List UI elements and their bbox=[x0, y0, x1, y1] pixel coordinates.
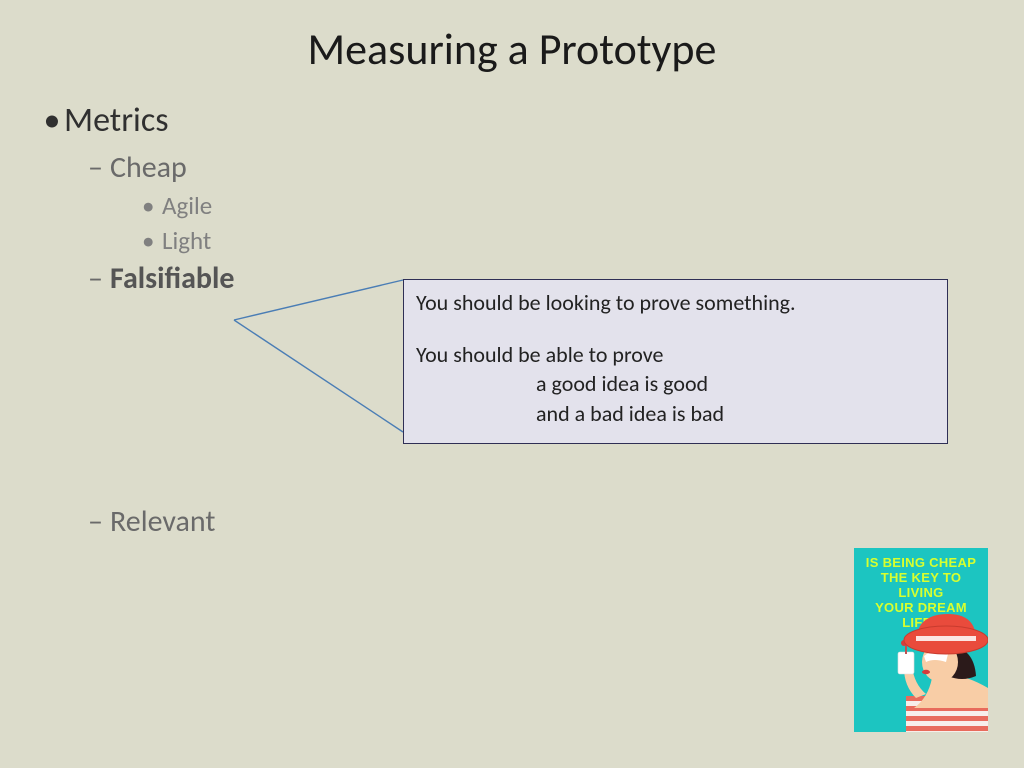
callout-box: You should be looking to prove something… bbox=[403, 279, 948, 444]
bullet-text: Relevant bbox=[110, 503, 215, 540]
bullet-marker: • bbox=[142, 190, 162, 221]
bullet-text: Metrics bbox=[64, 100, 169, 141]
callout-line1: You should be looking to prove something… bbox=[416, 288, 935, 318]
spacer bbox=[416, 318, 935, 340]
bullet-marker: • bbox=[40, 100, 64, 141]
bullet-text: Agile bbox=[162, 190, 212, 221]
bullet-agile: •Agile bbox=[142, 190, 234, 221]
poster-image: IS BEING CHEAP THE KEY TO LIVING YOUR DR… bbox=[854, 548, 988, 732]
bullet-text: Cheap bbox=[110, 149, 187, 186]
bullet-marker: – bbox=[88, 260, 110, 297]
callout-line2: You should be able to prove bbox=[416, 340, 935, 370]
spacer bbox=[40, 299, 234, 499]
bullet-cheap: –Cheap bbox=[88, 149, 234, 186]
slide-title: Measuring a Prototype bbox=[0, 0, 1024, 76]
callout-line3: a good idea is good bbox=[416, 369, 935, 399]
bullet-light: •Light bbox=[142, 225, 234, 256]
poster-illustration bbox=[854, 548, 988, 732]
bullet-falsifiable: –Falsifiable bbox=[88, 260, 234, 297]
bullet-list: •Metrics –Cheap •Agile •Light –Falsifiab… bbox=[40, 100, 234, 542]
callout-line4: and a bad idea is bad bbox=[416, 399, 935, 429]
bullet-text: Falsifiable bbox=[110, 260, 234, 297]
bullet-relevant: –Relevant bbox=[88, 503, 234, 540]
bullet-metrics: •Metrics bbox=[40, 100, 234, 141]
bullet-marker: – bbox=[88, 503, 110, 540]
bullet-marker: – bbox=[88, 149, 110, 186]
bullet-marker: • bbox=[142, 225, 162, 256]
bullet-text: Light bbox=[162, 225, 211, 256]
